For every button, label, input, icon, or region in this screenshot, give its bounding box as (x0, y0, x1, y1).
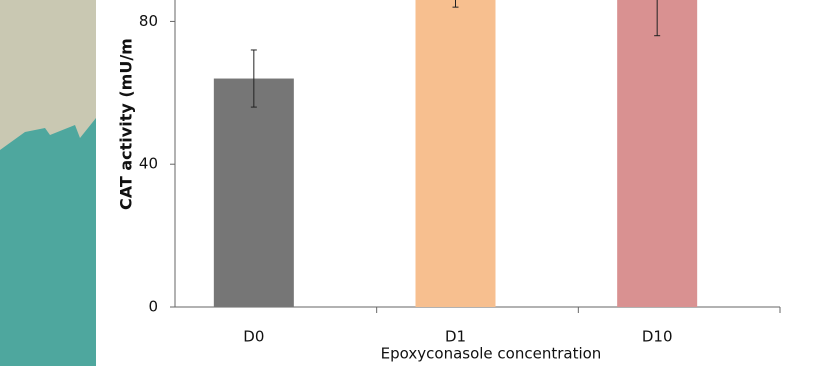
x-tick-label: D10 (642, 328, 673, 346)
y-tick-label: 0 (148, 298, 158, 316)
page: CAT activity (mU/m Epoxyconasole concent… (0, 0, 819, 366)
x-tick-label: D1 (445, 328, 466, 346)
bar (416, 0, 496, 307)
y-axis-label: CAT activity (mU/m (117, 38, 136, 210)
y-tick-label: 40 (139, 155, 158, 173)
bar (214, 79, 294, 307)
chart: CAT activity (mU/m Epoxyconasole concent… (0, 0, 819, 366)
x-tick-label: D0 (243, 328, 264, 346)
bar (617, 0, 697, 307)
x-axis-label: Epoxyconasole concentration (381, 345, 602, 363)
side-decoration-teal (0, 118, 96, 366)
y-tick-label: 80 (139, 12, 158, 30)
